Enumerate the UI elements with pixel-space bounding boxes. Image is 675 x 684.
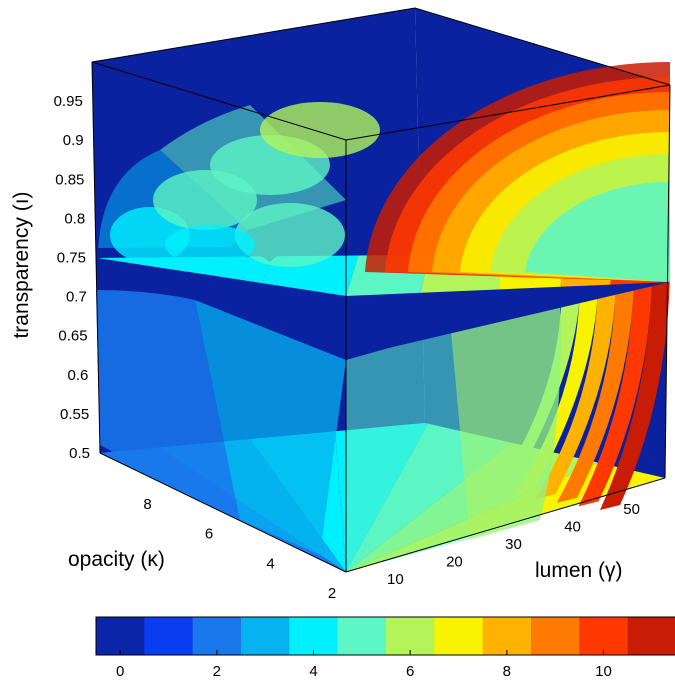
- colorbar-swatch: [579, 617, 629, 655]
- z-tick-label: 0.75: [57, 250, 86, 267]
- z-tick-label: 0.95: [54, 93, 83, 110]
- right-wall-band: [600, 270, 670, 510]
- colorbar-swatch: [192, 617, 242, 655]
- cap-lobe: [165, 225, 255, 265]
- colorbar-tick-label: 0: [116, 663, 124, 680]
- y-tick-label: 8: [143, 496, 151, 513]
- colorbar-swatch: [434, 617, 484, 655]
- colorbar-swatch: [289, 617, 339, 655]
- colorbar-swatch: [96, 617, 145, 655]
- x-tick-label: 20: [446, 553, 463, 570]
- z-tick-label: 0.6: [68, 367, 89, 384]
- y-axis-label: opacity (κ): [68, 548, 165, 571]
- z-tick-label: 0.7: [66, 289, 87, 306]
- colorbar-swatch: [531, 617, 580, 655]
- colorbar-tick-label: 6: [406, 663, 414, 680]
- colorbar-frame: [95, 616, 675, 656]
- slice-x-right: [346, 270, 670, 572]
- z-axis-ticks: 0.5 0.55 0.6 0.65 0.7 0.75 0.8 0.85 0.9 0.95: [54, 93, 90, 462]
- x-tick-label: 40: [564, 519, 581, 536]
- cap-lobe: [235, 203, 345, 267]
- y-tick-label: 4: [266, 555, 274, 572]
- z-tick-label: 0.65: [58, 328, 87, 345]
- z-tick-label: 0.8: [64, 210, 85, 227]
- right-wall-band: [556, 277, 634, 503]
- box-edges: [91, 7, 671, 573]
- x-tick-label: 50: [623, 501, 640, 518]
- right-wall-band: [513, 284, 598, 496]
- y-tick-label: 2: [328, 585, 336, 602]
- colorbar-tick-label: 10: [595, 663, 612, 680]
- colorbar-tick-label: 2: [213, 663, 221, 680]
- z-axis-label: transparency (ı): [10, 191, 33, 338]
- y-axis-ticks: 2 4 6 8: [143, 496, 336, 602]
- z-tick-label: 0.9: [63, 132, 84, 149]
- x-axis-ticks: 10 20 30 40 50: [387, 501, 640, 588]
- cap-lobe: [260, 102, 380, 158]
- right-wall-band: [450, 300, 561, 540]
- colorbar-swatch: [627, 617, 675, 655]
- middle-slice-band: [260, 255, 360, 296]
- colorbar-swatch: [144, 617, 194, 655]
- colorbar-tick-label: 4: [309, 663, 317, 680]
- z-tick-label: 0.5: [69, 445, 90, 462]
- z-tick-label: 0.55: [60, 406, 89, 423]
- right-wall-band: [535, 280, 616, 500]
- sphere-cap-top: [110, 61, 670, 283]
- colorbar: 0 2 4 6 8 10: [95, 616, 675, 680]
- y-tick-label: 6: [205, 526, 213, 543]
- colorbar-swatch: [482, 617, 532, 655]
- x-tick-label: 30: [505, 536, 522, 553]
- z-tick-label: 0.85: [55, 171, 84, 188]
- colorbar-swatch: [337, 617, 387, 655]
- colorbar-swatch: [386, 617, 435, 655]
- colorbar-tick-label: 8: [503, 663, 511, 680]
- cap-ring: [525, 181, 670, 282]
- colorbar-swatch: [241, 617, 290, 655]
- x-tick-label: 10: [387, 571, 404, 588]
- x-axis-label: lumen (γ): [535, 559, 623, 582]
- right-wall-band: [578, 273, 652, 507]
